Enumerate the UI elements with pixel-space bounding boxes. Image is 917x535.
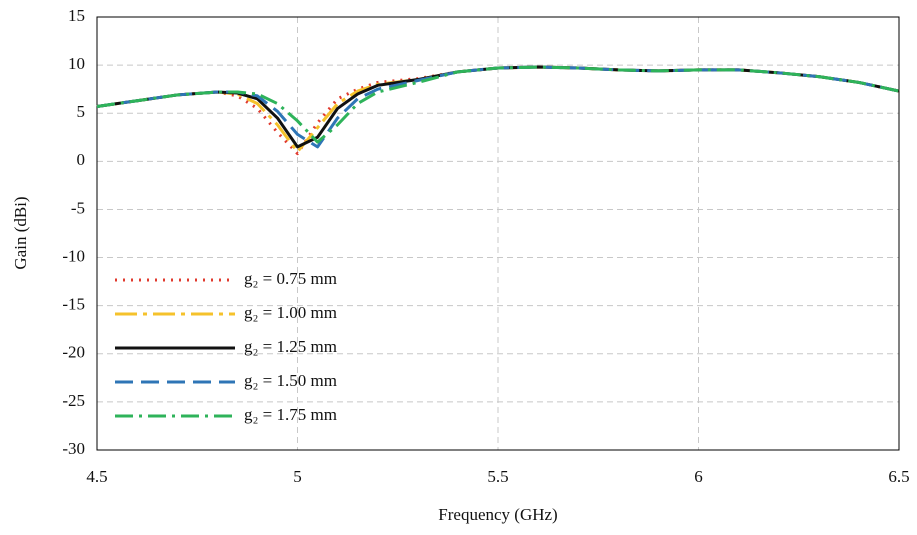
- legend-label: g₂ = 1.25 mm: [244, 337, 337, 356]
- y-axis-label: Gain (dBi): [11, 196, 30, 269]
- y-tick-label: -5: [71, 198, 85, 217]
- legend-label: g₂ = 1.00 mm: [244, 303, 337, 322]
- legend-label: g₂ = 1.75 mm: [244, 405, 337, 424]
- y-tick-label: -25: [62, 391, 85, 410]
- x-tick-label: 5: [293, 467, 302, 486]
- y-tick-label: -30: [62, 439, 85, 458]
- x-tick-label: 6.5: [888, 467, 909, 486]
- y-tick-label: 0: [77, 150, 86, 169]
- y-tick-label: 15: [68, 6, 85, 25]
- x-tick-label: 5.5: [487, 467, 508, 486]
- y-tick-label: -10: [62, 246, 85, 265]
- plot-frame: [96, 16, 900, 451]
- y-tick-label: -15: [62, 295, 85, 314]
- legend-label: g₂ = 1.50 mm: [244, 371, 337, 390]
- y-tick-label: 10: [68, 54, 85, 73]
- y-tick-label: -20: [62, 343, 85, 362]
- x-tick-label: 6: [694, 467, 703, 486]
- y-tick-label: 5: [77, 102, 86, 121]
- x-tick-label: 4.5: [86, 467, 107, 486]
- series-line: [96, 65, 900, 144]
- legend-label: g₂ = 0.75 mm: [244, 269, 337, 288]
- x-axis-label: Frequency (GHz): [438, 505, 557, 524]
